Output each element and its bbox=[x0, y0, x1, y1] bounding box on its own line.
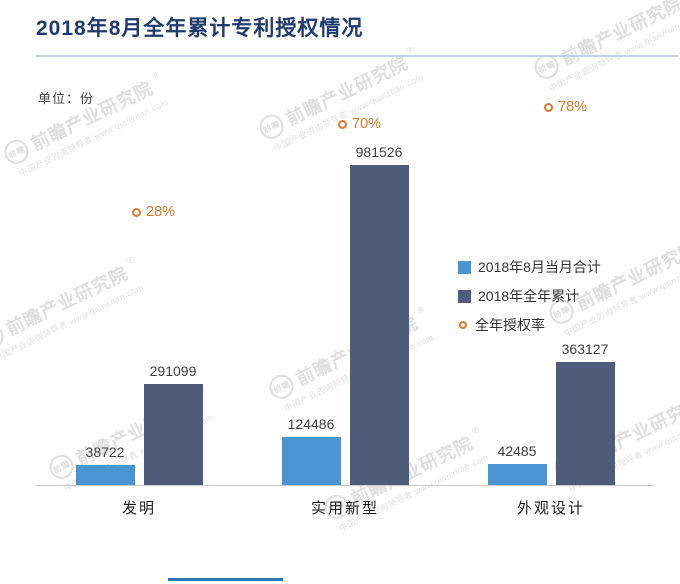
bar-monthly-total bbox=[75, 464, 135, 485]
qianzhan-logo-icon: 前瞻 bbox=[0, 320, 8, 353]
category-label: 外观设计 bbox=[516, 500, 585, 517]
category-group-3: 42485 363127 78% 外观设计 bbox=[448, 60, 654, 517]
rate-point-icon bbox=[544, 102, 553, 112]
bar-value-label: 291099 bbox=[149, 363, 197, 380]
category-label: 发明 bbox=[121, 500, 156, 517]
rate-value-label: 70% bbox=[352, 116, 382, 132]
bar-year-cumulative bbox=[143, 384, 203, 485]
rate-marker: 70% bbox=[338, 116, 382, 132]
chart-header: 2018年8月全年累计专利授权情况 bbox=[36, 12, 678, 57]
bar-value-label: 981526 bbox=[355, 144, 403, 160]
legend: 2018年8月当月合计 2018年全年累计 全年授权率 bbox=[458, 257, 601, 335]
rate-point-icon bbox=[338, 119, 347, 129]
bar-wrap: 38722 bbox=[75, 443, 135, 485]
legend-label: 全年授权率 bbox=[475, 317, 545, 333]
cropped-bottom-element bbox=[168, 578, 283, 581]
category-label: 实用新型 bbox=[310, 500, 379, 517]
bar-value-label: 42485 bbox=[497, 442, 537, 459]
bar-wrap: 124486 bbox=[281, 416, 341, 485]
chart-title: 2018年8月全年累计专利授权情况 bbox=[36, 17, 364, 40]
bar-wrap: 981526 bbox=[349, 144, 409, 485]
rate-point-icon bbox=[132, 207, 141, 217]
bar-monthly-total bbox=[281, 437, 341, 485]
bar-year-cumulative bbox=[555, 361, 615, 485]
category-group-1: 38722 291099 28% 发明 bbox=[36, 60, 242, 517]
bar-value-label: 38722 bbox=[85, 443, 125, 460]
bar-value-label: 124486 bbox=[287, 416, 335, 433]
legend-item: 2018年8月当月合计 bbox=[458, 257, 601, 277]
x-axis-line bbox=[36, 485, 654, 486]
legend-label: 2018年8月当月合计 bbox=[478, 259, 601, 275]
legend-square-icon bbox=[458, 289, 471, 303]
bar-wrap: 291099 bbox=[143, 363, 203, 485]
bar-wrap: 42485 bbox=[487, 442, 547, 485]
bar-value-label: 363127 bbox=[561, 340, 609, 357]
plot-area: 38722 291099 28% 发明 124486 981526 70% 实用新型 42485… bbox=[36, 60, 654, 517]
rate-value-label: 78% bbox=[558, 99, 588, 116]
bar-year-cumulative bbox=[349, 165, 409, 485]
rate-marker: 28% bbox=[132, 204, 176, 221]
legend-ring-icon bbox=[459, 321, 467, 329]
unit-label: 单位：份 bbox=[38, 91, 95, 106]
legend-item: 全年授权率 bbox=[458, 315, 601, 335]
legend-square-icon bbox=[458, 260, 471, 274]
legend-item: 2018年全年累计 bbox=[458, 286, 601, 306]
bar-monthly-total bbox=[487, 463, 547, 485]
qianzhan-logo-icon: 前瞻 bbox=[0, 135, 33, 168]
bar-wrap: 363127 bbox=[555, 340, 615, 485]
category-group-2: 124486 981526 70% 实用新型 bbox=[242, 60, 448, 517]
legend-label: 2018年全年累计 bbox=[478, 288, 580, 304]
rate-value-label: 28% bbox=[146, 204, 176, 221]
rate-marker: 78% bbox=[544, 99, 588, 116]
